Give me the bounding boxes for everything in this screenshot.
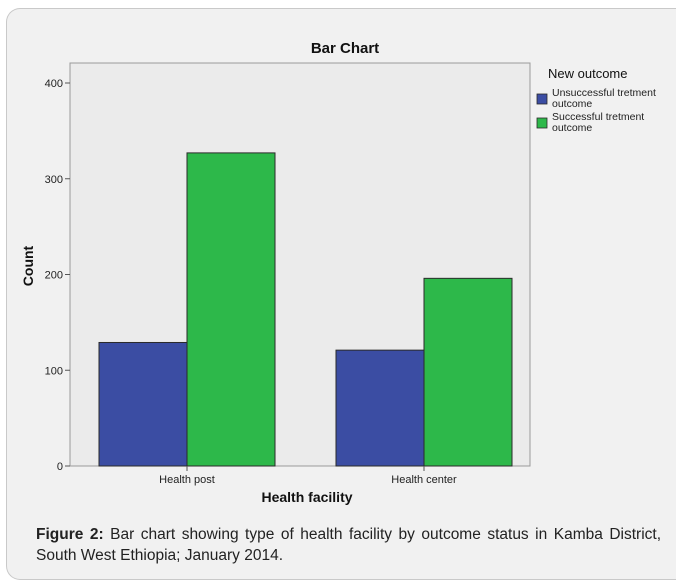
x-axis-label: Health facility: [261, 489, 352, 505]
bar-chart: 0 100 200 300 400 Health post Health center B…: [20, 40, 656, 505]
y-tick-label: 400: [45, 78, 63, 90]
bars-group: [98, 152, 513, 467]
legend-label: Unsuccessful tretment outcome: [552, 87, 656, 110]
y-axis-label: Count: [20, 245, 36, 286]
y-tick-label: 0: [57, 461, 63, 473]
legend-label: Successful tretment outcome: [552, 111, 644, 134]
bar-unsuccessful: [98, 341, 188, 467]
caption-text: Bar chart showing type of health facilit…: [36, 526, 661, 564]
legend-swatch: [536, 117, 548, 129]
bar-successful: [186, 152, 276, 467]
x-tick-label: Health center: [391, 474, 457, 486]
y-axis: 0 100 200 300 400: [45, 78, 70, 473]
bar-successful: [423, 277, 513, 467]
y-tick-label: 200: [45, 270, 63, 282]
y-tick-label: 100: [45, 365, 63, 377]
bar-unsuccessful: [335, 349, 425, 467]
caption-label: Figure 2:: [36, 526, 104, 543]
legend-swatch: [536, 93, 548, 105]
legend-title: New outcome: [548, 66, 627, 81]
chart-title: Bar Chart: [311, 40, 379, 57]
figure-caption: Figure 2: Bar chart showing type of heal…: [36, 524, 661, 566]
legend: New outcome Unsuccessful tretment outcome…: [536, 66, 656, 134]
y-tick-label: 300: [45, 174, 63, 186]
x-tick-label: Health post: [159, 474, 215, 486]
x-axis: Health post Health center: [159, 466, 457, 486]
